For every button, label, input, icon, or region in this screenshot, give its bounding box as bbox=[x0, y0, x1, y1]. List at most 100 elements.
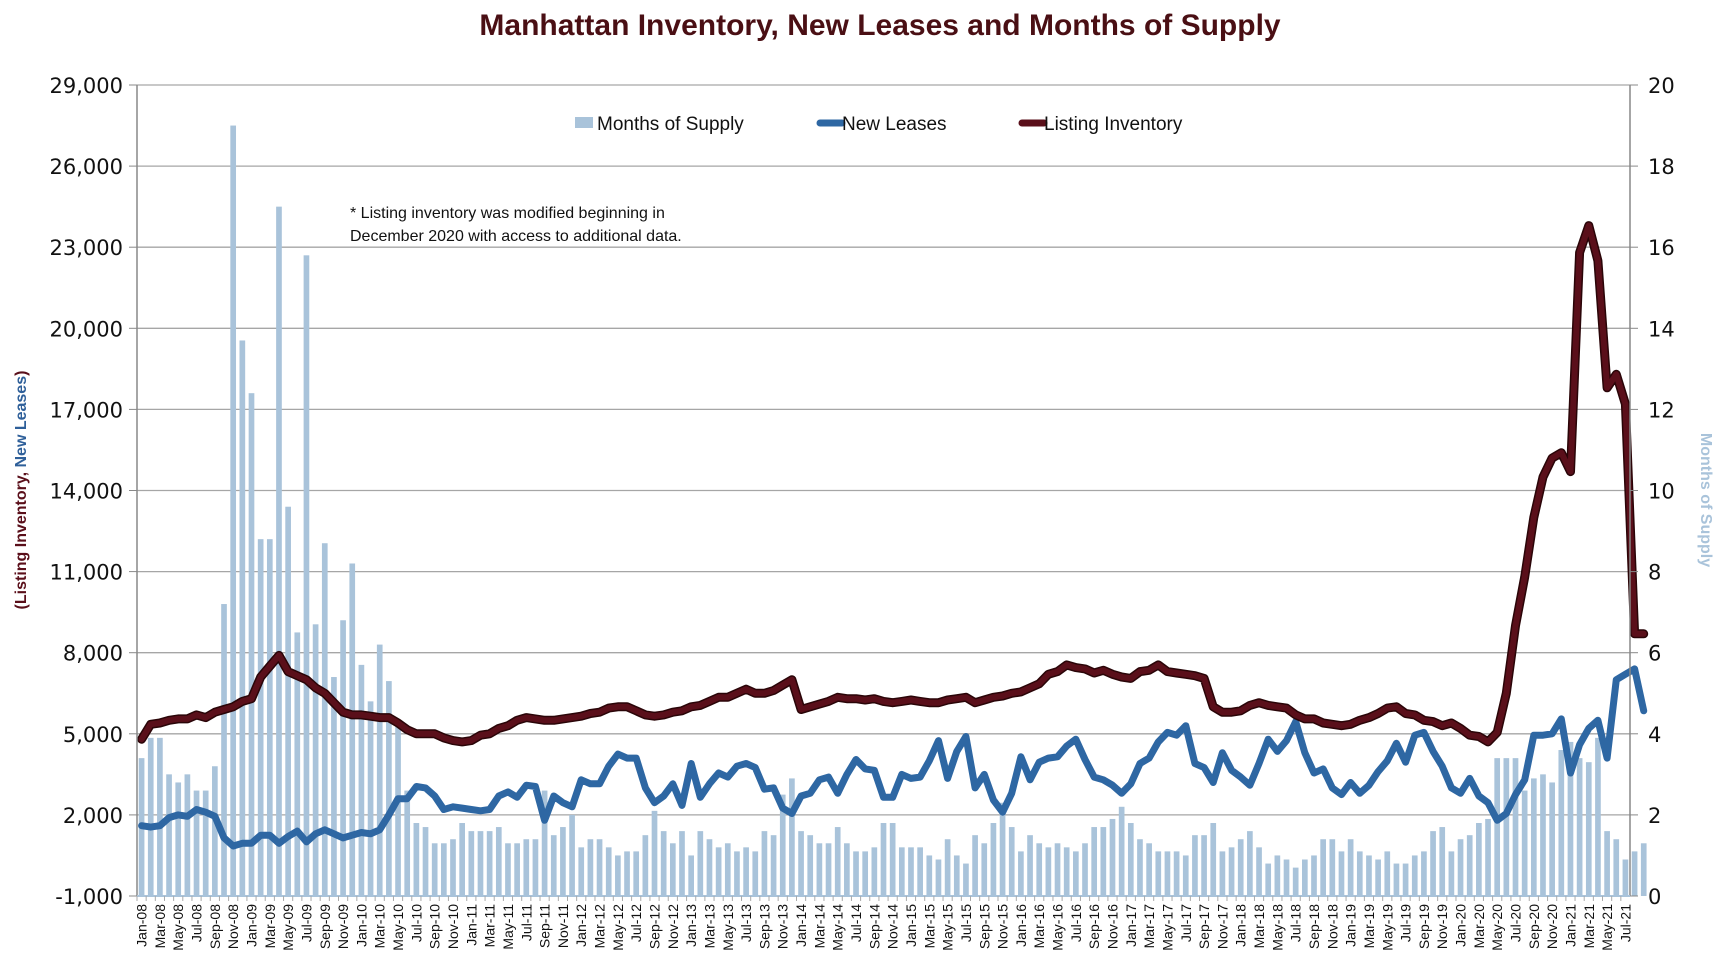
bar-months-of-supply bbox=[1375, 859, 1381, 896]
bar-months-of-supply bbox=[1604, 831, 1610, 896]
bar-months-of-supply bbox=[239, 340, 246, 897]
x-tick-label: Nov-13 bbox=[775, 904, 791, 949]
x-tick-label: May-11 bbox=[500, 904, 516, 950]
bar-months-of-supply bbox=[450, 839, 456, 896]
bar-months-of-supply bbox=[1512, 758, 1519, 896]
line-new-leases bbox=[138, 665, 1648, 850]
bar-months-of-supply bbox=[724, 843, 731, 896]
x-tick-label: May-14 bbox=[830, 904, 846, 951]
bar-months-of-supply bbox=[349, 563, 356, 896]
y-tick-label-left: 14,000 bbox=[50, 480, 123, 504]
bar-months-of-supply bbox=[1567, 741, 1574, 896]
bar-months-of-supply bbox=[1036, 843, 1043, 896]
bar-months-of-supply bbox=[862, 851, 869, 896]
x-tick-label: Mar-18 bbox=[1251, 904, 1267, 949]
x-tick-label: Jul-18 bbox=[1288, 904, 1304, 942]
bar-months-of-supply bbox=[1219, 851, 1226, 896]
bar-months-of-supply bbox=[651, 810, 658, 896]
x-tick-label: Sep-11 bbox=[537, 904, 553, 948]
x-tick-label: Sep-16 bbox=[1086, 904, 1102, 949]
bar-months-of-supply bbox=[963, 863, 969, 896]
x-tick-label: Jul-21 bbox=[1617, 904, 1633, 942]
bar-months-of-supply bbox=[1008, 827, 1015, 896]
bar-months-of-supply bbox=[1274, 855, 1281, 896]
bar-months-of-supply bbox=[1430, 831, 1436, 896]
y-tick-label-left: 5,000 bbox=[63, 723, 123, 747]
bar-months-of-supply bbox=[688, 855, 694, 896]
bar-months-of-supply bbox=[276, 206, 282, 896]
bar-months-of-supply bbox=[1448, 851, 1455, 896]
x-tick-label: Mar-21 bbox=[1581, 904, 1597, 949]
x-tick-label: Jul-10 bbox=[408, 904, 424, 942]
y-axis-left-title-part: (Listing Inventory, bbox=[13, 468, 30, 610]
y-tick-label-right: 12 bbox=[1648, 398, 1675, 422]
x-tick-label: May-19 bbox=[1379, 904, 1395, 951]
bar-months-of-supply bbox=[935, 859, 942, 896]
y-axis-right-title: Months of Supply bbox=[1697, 433, 1714, 567]
y-tick-label-right: 2 bbox=[1648, 804, 1661, 828]
x-tick-label: Jul-20 bbox=[1508, 904, 1524, 942]
bar-months-of-supply bbox=[175, 782, 182, 896]
legend-swatch-bar bbox=[575, 117, 593, 128]
x-tick-label: Nov-16 bbox=[1104, 904, 1120, 949]
x-tick-label: Nov-10 bbox=[445, 904, 461, 949]
y-tick-label-left: 20,000 bbox=[50, 317, 123, 341]
bar-months-of-supply bbox=[752, 851, 759, 896]
x-tick-label: Nov-18 bbox=[1324, 904, 1340, 949]
bar-months-of-supply bbox=[1247, 831, 1253, 896]
x-tick-label: Sep-18 bbox=[1306, 904, 1322, 949]
x-tick-label: Mar-19 bbox=[1361, 904, 1377, 949]
bar-months-of-supply bbox=[770, 835, 777, 896]
bar-months-of-supply bbox=[413, 823, 420, 896]
y-tick-label-left: 23,000 bbox=[50, 236, 123, 260]
bar-months-of-supply bbox=[1182, 855, 1189, 896]
x-tick-label: May-18 bbox=[1269, 904, 1285, 951]
bar-months-of-supply bbox=[779, 794, 786, 896]
bar-months-of-supply bbox=[1366, 855, 1372, 896]
x-tick-label: Jul-12 bbox=[628, 904, 644, 942]
bar-months-of-supply bbox=[880, 823, 887, 896]
bar-months-of-supply bbox=[1585, 762, 1592, 896]
x-tick-label: Jul-16 bbox=[1068, 904, 1084, 942]
bar-months-of-supply bbox=[1338, 851, 1345, 896]
bar-months-of-supply bbox=[367, 701, 374, 896]
bar-months-of-supply bbox=[1521, 790, 1528, 896]
bar-months-of-supply bbox=[917, 847, 923, 896]
bar-months-of-supply bbox=[587, 839, 594, 896]
bar-months-of-supply bbox=[1192, 835, 1198, 896]
bar-months-of-supply bbox=[1082, 843, 1088, 896]
x-tick-label: May-09 bbox=[280, 904, 296, 951]
bar-months-of-supply bbox=[1237, 839, 1244, 896]
x-tick-label: Nov-14 bbox=[885, 904, 901, 949]
y-tick-label-right: 20 bbox=[1648, 74, 1675, 98]
bar-months-of-supply bbox=[1466, 835, 1473, 896]
bar-months-of-supply bbox=[1155, 851, 1162, 896]
bar-months-of-supply bbox=[669, 843, 676, 896]
x-tick-label: Jul-17 bbox=[1178, 904, 1194, 942]
bar-months-of-supply bbox=[441, 843, 447, 896]
bar-months-of-supply bbox=[679, 831, 685, 896]
bar-months-of-supply bbox=[1045, 847, 1052, 896]
bar-months-of-supply bbox=[1530, 778, 1537, 896]
bar-months-of-supply bbox=[312, 624, 319, 896]
bar-months-of-supply bbox=[761, 831, 768, 896]
bar-months-of-supply bbox=[1558, 750, 1565, 896]
bar-months-of-supply bbox=[1100, 827, 1107, 896]
bar-months-of-supply bbox=[321, 543, 328, 896]
x-tick-label: Nov-20 bbox=[1544, 904, 1560, 949]
annotation-line: * Listing inventory was modified beginni… bbox=[350, 205, 665, 222]
x-tick-label: Mar-10 bbox=[372, 904, 388, 949]
x-tick-label: Jan-11 bbox=[463, 904, 479, 946]
bar-months-of-supply bbox=[825, 843, 832, 896]
y-axis-left-title: (Listing Inventory, New Leases) bbox=[13, 371, 30, 610]
bar-months-of-supply bbox=[1347, 839, 1354, 896]
bar-months-of-supply bbox=[1311, 855, 1317, 896]
bar-months-of-supply bbox=[926, 855, 933, 896]
bar-months-of-supply bbox=[1411, 855, 1418, 896]
bar-months-of-supply bbox=[1228, 847, 1235, 896]
bar-months-of-supply bbox=[743, 847, 749, 896]
x-tick-label: Mar-16 bbox=[1031, 904, 1047, 949]
bar-months-of-supply bbox=[1439, 827, 1446, 896]
bar-months-of-supply bbox=[212, 766, 218, 896]
bar-months-of-supply bbox=[202, 790, 209, 896]
